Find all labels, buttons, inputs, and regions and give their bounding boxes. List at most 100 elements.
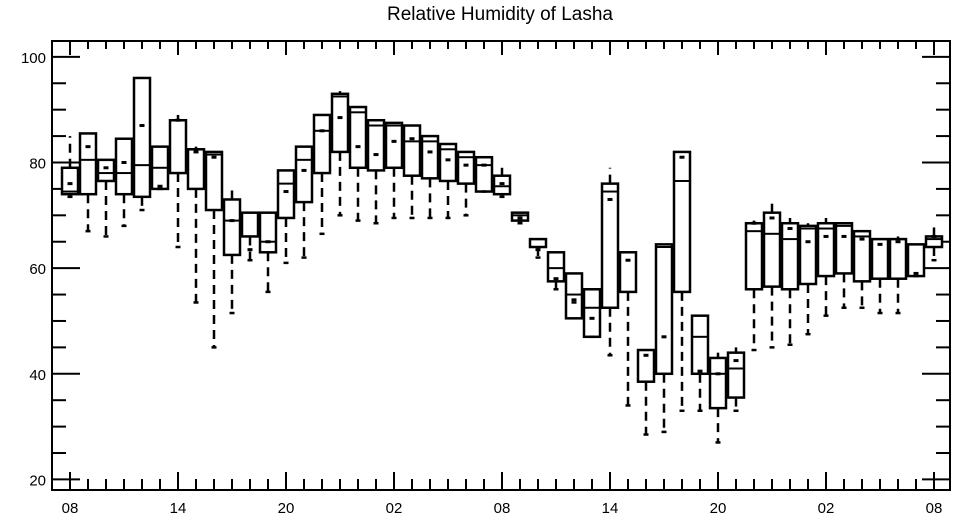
x-tick-label: 20 — [710, 500, 727, 517]
box-body — [672, 150, 692, 294]
box-body — [60, 166, 80, 196]
box-item — [726, 347, 746, 413]
box-item — [834, 221, 854, 310]
box-body — [690, 314, 710, 376]
box-item — [654, 243, 674, 434]
box-item — [222, 188, 242, 315]
box-item — [96, 158, 116, 238]
box-body — [456, 150, 476, 185]
box-body — [816, 221, 836, 278]
box-body — [186, 148, 206, 191]
box-item — [240, 211, 260, 262]
box-item — [762, 199, 782, 349]
box-body — [564, 272, 584, 320]
y-tick-label: 100 — [21, 50, 46, 67]
box-item — [546, 251, 566, 291]
box-body — [546, 251, 566, 283]
box-body — [438, 142, 458, 183]
box-body — [888, 237, 908, 280]
x-tick-label: 14 — [170, 500, 187, 517]
box-item — [528, 237, 548, 259]
box-body — [402, 124, 422, 177]
box-item — [186, 146, 206, 304]
box-body — [78, 132, 98, 196]
box-item — [114, 137, 134, 228]
box-item — [780, 217, 800, 346]
box-body — [96, 158, 116, 183]
box-body — [528, 237, 548, 249]
box-item — [402, 124, 422, 220]
box-body — [780, 221, 800, 291]
box-item — [600, 167, 620, 357]
box-item — [420, 134, 440, 220]
box-item — [60, 136, 80, 199]
box-body — [924, 235, 944, 249]
box-body — [204, 150, 224, 212]
box-body — [726, 351, 746, 399]
box-body — [834, 221, 854, 275]
y-tick-label: 40 — [29, 367, 46, 384]
box-item — [510, 211, 530, 225]
box-body — [366, 118, 386, 172]
box-body — [420, 134, 440, 180]
box-series — [60, 76, 944, 444]
box-item — [852, 229, 872, 310]
box-body — [276, 169, 296, 220]
box-item — [564, 272, 584, 320]
y-tick-label: 80 — [29, 155, 46, 172]
box-body — [798, 224, 818, 286]
x-tick-label: 02 — [818, 500, 835, 517]
box-item — [492, 167, 512, 199]
box-item — [456, 150, 476, 217]
box-body — [906, 243, 926, 278]
box-item — [888, 236, 908, 315]
box-body — [582, 288, 602, 339]
box-item — [924, 225, 944, 262]
box-item — [438, 142, 458, 220]
x-tick-label: 08 — [62, 500, 79, 517]
box-body — [474, 155, 494, 193]
box-body — [168, 118, 188, 175]
box-body — [654, 243, 674, 376]
box-item — [744, 220, 764, 352]
box-body — [708, 356, 728, 410]
box-body — [600, 182, 620, 310]
box-body — [852, 229, 872, 283]
box-item — [276, 169, 296, 265]
box-item — [708, 352, 728, 444]
box-item — [618, 251, 638, 407]
box-item — [672, 150, 692, 413]
box-item — [384, 121, 404, 220]
box-item — [330, 91, 350, 217]
chart-title: Relative Humidity of Lasha — [387, 4, 613, 25]
box-item — [582, 288, 602, 339]
x-tick-label: 20 — [278, 500, 295, 517]
box-body — [222, 198, 242, 257]
box-body — [384, 121, 404, 170]
box-body — [618, 251, 638, 294]
box-body — [762, 211, 782, 288]
box-body — [294, 145, 314, 204]
box-body — [312, 113, 332, 175]
box-item — [870, 237, 890, 315]
box-body — [258, 211, 278, 254]
box-item — [474, 155, 494, 193]
box-item — [294, 145, 314, 259]
box-item — [78, 132, 98, 233]
y-tick-label: 60 — [29, 261, 46, 278]
box-item — [366, 118, 386, 225]
box-item — [906, 243, 926, 278]
box-item — [132, 76, 152, 212]
box-item — [168, 114, 188, 249]
box-body — [330, 92, 350, 154]
box-item — [690, 314, 710, 413]
box-body — [348, 105, 368, 170]
x-tick-label: 14 — [602, 500, 619, 517]
x-tick-label: 08 — [926, 500, 943, 517]
box-item — [636, 348, 656, 436]
box-body — [240, 211, 260, 238]
box-item — [312, 113, 332, 236]
box-item — [258, 211, 278, 294]
